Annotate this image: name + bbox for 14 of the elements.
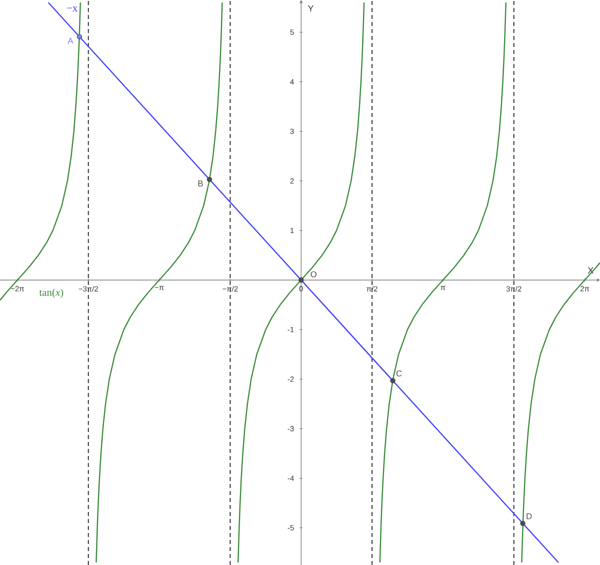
- y-axis-title: Y: [308, 5, 314, 12]
- series-label: D: [526, 513, 532, 520]
- text: tan(x): [39, 288, 64, 298]
- x-axis-title: X: [588, 267, 594, 274]
- series-label: C: [396, 370, 402, 376]
- series-label: O: [310, 271, 317, 278]
- point: [390, 378, 396, 384]
- point: [520, 520, 526, 526]
- point: [298, 277, 304, 283]
- point: [206, 176, 212, 182]
- series-label: B: [198, 180, 203, 186]
- point: [76, 34, 82, 40]
- series-label: A: [68, 38, 74, 44]
- series-label: −x: [67, 6, 78, 12]
